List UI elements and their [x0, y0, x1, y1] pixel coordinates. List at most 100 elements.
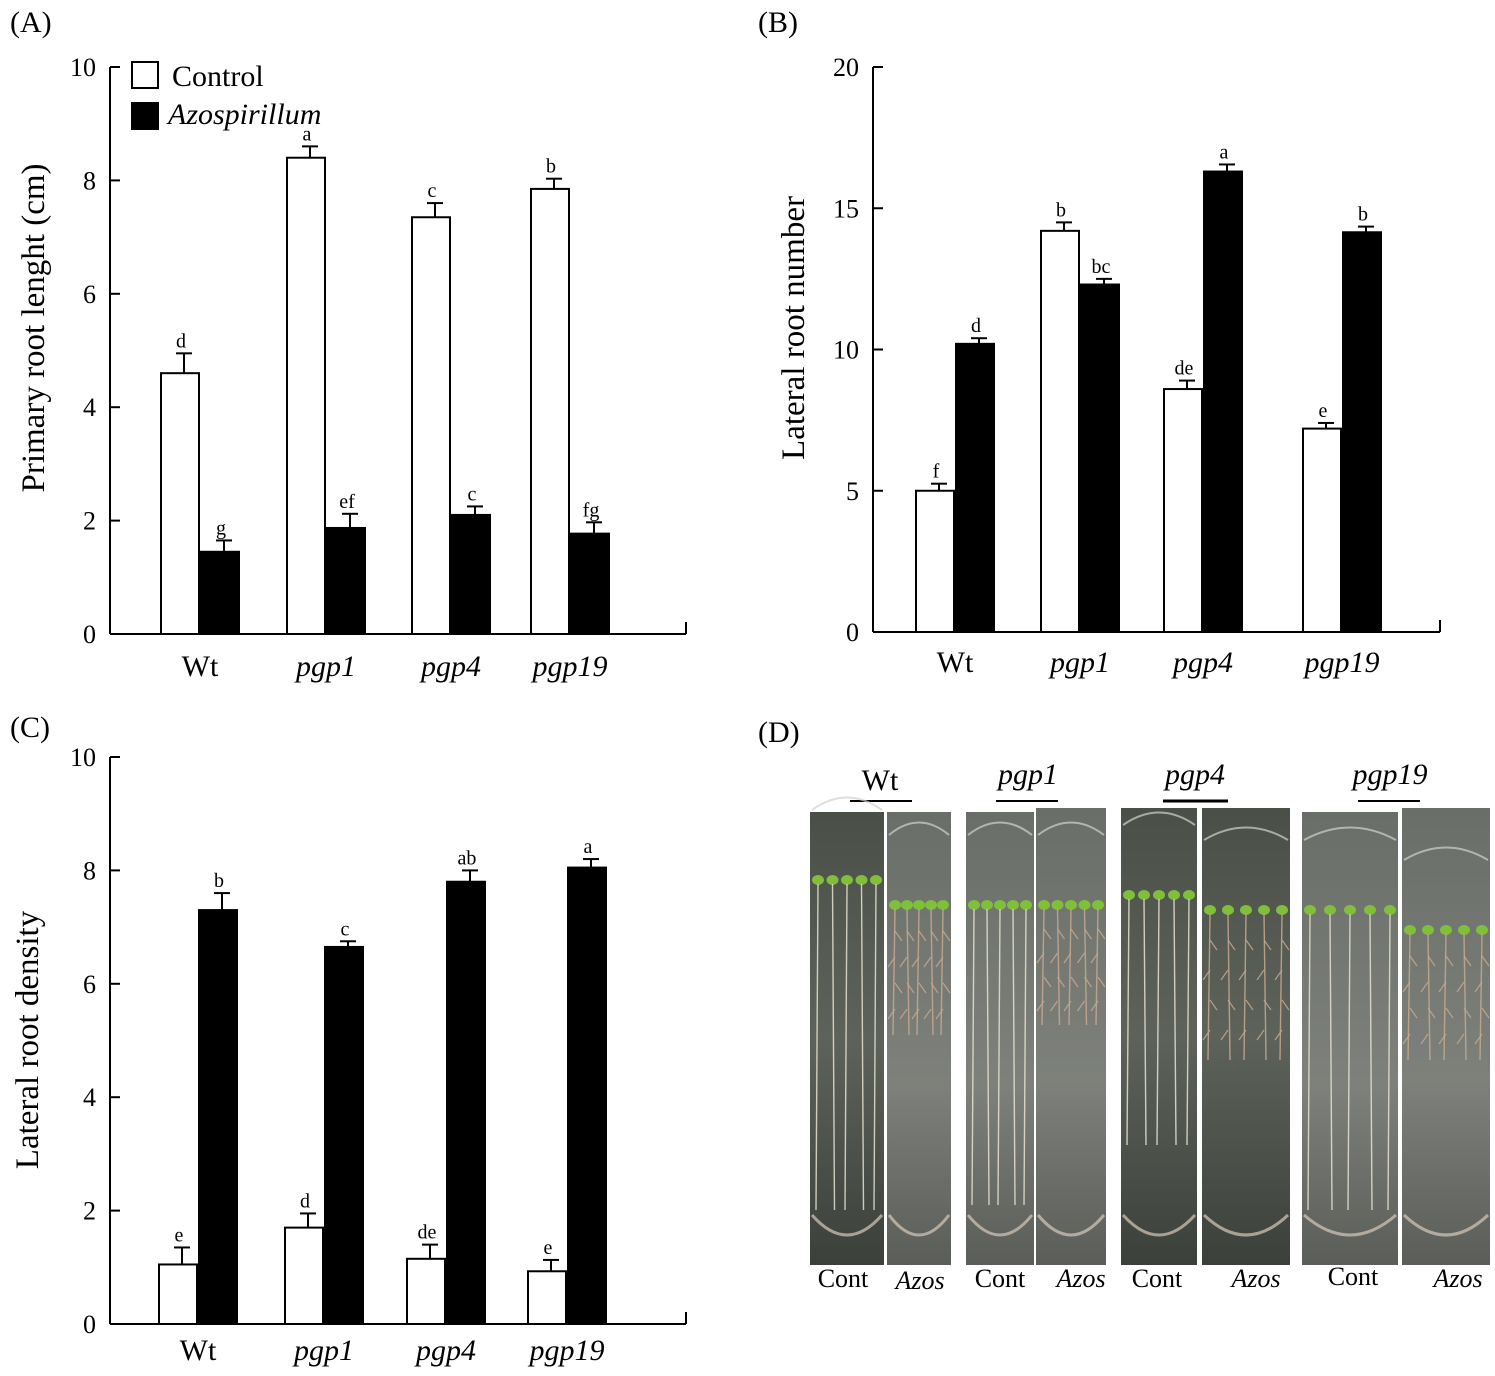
legend-control-swatch: [131, 61, 159, 89]
significance-letter: d: [176, 330, 186, 352]
seedling-lateral-root: [1463, 1007, 1472, 1019]
seedling-leaf-icon: [855, 875, 868, 885]
y-tick-label: 10: [833, 336, 859, 365]
plate-rim: [1402, 1213, 1490, 1237]
legend: Control Azospirillum: [131, 60, 321, 131]
significance-letter: a: [584, 836, 593, 858]
seedling-lateral-root: [1084, 976, 1092, 988]
seedling-lateral-root: [918, 982, 927, 994]
seedling-lateral-root: [1070, 928, 1079, 940]
bar-control-Wt: [915, 489, 955, 633]
seedling-lateral-root: [1084, 928, 1092, 940]
seedling-lateral-root: [1238, 969, 1247, 981]
seedling-root: [1329, 913, 1333, 1211]
bar-azospirillum-pgp4: [1203, 170, 1243, 633]
panel-b-chart: (B) Lateral root number 0 5 10 15 20 f d Wt b bc p…: [758, 6, 1441, 679]
photo-group-pgp4: pgp4 Cont Azos: [1121, 758, 1290, 1293]
bar-control-pgp4: [406, 1257, 446, 1326]
bar-control-pgp1: [286, 156, 326, 635]
seedling-leaf-icon: [901, 900, 913, 910]
seedling-lateral-root: [1281, 999, 1290, 1011]
seedling-lateral-root: [1043, 928, 1052, 940]
seedling-lateral-root: [899, 956, 908, 968]
seedling-root: [1443, 933, 1447, 1061]
bar-control-pgp1: [1040, 229, 1080, 633]
panel-d-photo: (D) Wt Cont Azos pgp1 Cont Azos pgp4 Con…: [758, 716, 1490, 1295]
seedling-root: [1307, 913, 1311, 1211]
plate-rim: [887, 1214, 951, 1237]
plate-photo-control: [1302, 812, 1398, 1265]
seedling-lateral-root: [899, 1008, 908, 1020]
seedling-lateral-root: [1227, 939, 1236, 951]
x-category-label: pgp4: [419, 650, 481, 683]
photo-label-cont: Cont: [818, 1264, 869, 1293]
significance-letter: e: [1319, 400, 1328, 422]
plate-rim: [1037, 821, 1105, 836]
bar-azospirillum-pgp4: [446, 880, 486, 1325]
seedling-root: [1463, 933, 1467, 1061]
seedling-root: [1387, 913, 1391, 1211]
seedling-leaf-icon: [1183, 890, 1195, 900]
significance-letter: f: [933, 461, 940, 483]
plate-rim: [1303, 1213, 1397, 1237]
bar-azospirillum-pgp4: [451, 513, 491, 635]
seedling-root: [1083, 908, 1088, 1026]
plate-rim: [811, 796, 883, 811]
seedling-leaf-icon: [889, 900, 901, 910]
seedling-root: [1207, 913, 1211, 1061]
bar-control-pgp19: [1302, 427, 1342, 633]
significance-letter: a: [303, 123, 312, 145]
bar-control-Wt: [158, 1263, 198, 1325]
seedling-lateral-root: [1263, 939, 1272, 951]
seedling-root: [1173, 898, 1177, 1146]
x-category-label: pgp19: [531, 650, 608, 683]
bar-azospirillum-pgp19: [1342, 231, 1382, 633]
seedling-lateral-root: [894, 982, 903, 994]
plate-rim: [1303, 826, 1397, 841]
y-tick-label: 4: [83, 393, 96, 422]
significance-letter: c: [428, 180, 437, 202]
significance-letter: b: [1358, 204, 1368, 226]
y-tick-label: 2: [83, 507, 96, 536]
seedling-lateral-root: [1263, 999, 1272, 1011]
seedling-lateral-root: [887, 1008, 896, 1020]
plate-rim: [1403, 846, 1489, 861]
seedling-root: [1186, 898, 1190, 1146]
seedling-lateral-root: [1036, 1000, 1045, 1012]
seedling-lateral-root: [1209, 939, 1218, 951]
seedling-lateral-root: [1245, 939, 1254, 951]
seedling-leaf-icon: [1168, 890, 1180, 900]
bar-control-pgp4: [1163, 388, 1203, 633]
y-tick-label: 0: [83, 620, 96, 649]
y-tick-label: 2: [83, 1197, 96, 1226]
seedling-leaf-icon: [1276, 905, 1288, 915]
seedling-lateral-root: [1281, 939, 1290, 951]
plate-rim: [966, 1214, 1034, 1237]
panel-c-label: (C): [10, 711, 50, 744]
x-category-label: pgp1: [294, 650, 356, 683]
seedling-lateral-root: [1097, 928, 1106, 940]
seedling-leaf-icon: [1123, 890, 1135, 900]
x-category-label: Wt: [937, 646, 974, 679]
seedling-lateral-root: [1202, 969, 1211, 981]
photo-label-azos: Azos: [1054, 1264, 1105, 1293]
x-category-label: pgp19: [528, 1334, 605, 1367]
seedling-lateral-root: [1256, 969, 1265, 981]
legend-azospirillum-swatch: [131, 102, 159, 130]
seedling-lateral-root: [1402, 981, 1411, 993]
seedling-leaf-icon: [1204, 905, 1216, 915]
plate-rim: [967, 821, 1033, 836]
plate-rim: [1121, 1213, 1197, 1237]
plate-photo-control: [966, 812, 1034, 1265]
seedling-leaf-icon: [1153, 890, 1165, 900]
seedling-lateral-root: [942, 982, 951, 994]
seedling-leaf-icon: [968, 900, 980, 910]
seedling-lateral-root: [1474, 981, 1483, 993]
significance-letter: d: [300, 1190, 310, 1212]
panel-b-label: (B): [758, 6, 798, 39]
seedling-lateral-root: [1438, 1033, 1447, 1045]
y-tick-label: 0: [83, 1310, 96, 1339]
seedling-lateral-root: [1063, 952, 1072, 964]
seedling-lateral-root: [1445, 1007, 1454, 1019]
seedling-root: [1279, 913, 1283, 1061]
